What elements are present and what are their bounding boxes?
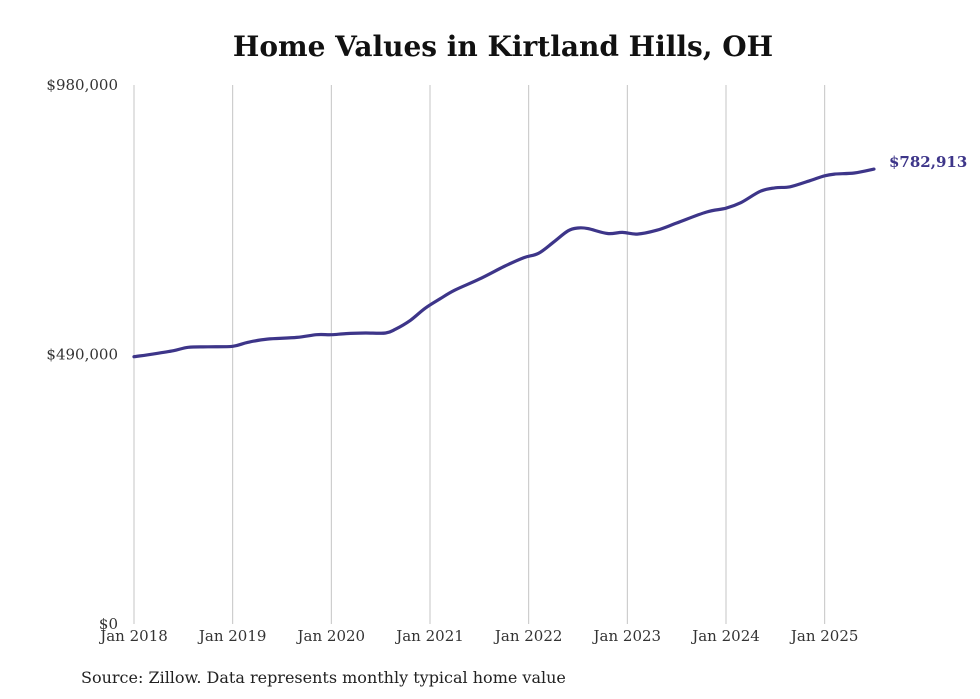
end-value-label-group: $782,913 bbox=[889, 153, 967, 171]
y-axis-tick-labels: $0 $490,000 $980,000 bbox=[46, 76, 118, 633]
source-note: Source: Zillow. Data represents monthly … bbox=[81, 668, 566, 687]
x-tick-label: Jan 2019 bbox=[197, 627, 267, 645]
x-tick-label: Jan 2022 bbox=[493, 627, 563, 645]
y-tick-label: $490,000 bbox=[46, 346, 118, 364]
vertical-gridlines bbox=[133, 85, 826, 624]
x-tick-label: Jan 2023 bbox=[592, 627, 662, 645]
x-tick-label: Jan 2018 bbox=[98, 627, 168, 645]
x-tick-label: Jan 2021 bbox=[394, 627, 464, 645]
x-tick-label: Jan 2025 bbox=[789, 627, 859, 645]
home-value-line bbox=[132, 167, 876, 359]
x-tick-label: Jan 2024 bbox=[690, 627, 760, 645]
chart-title: Home Values in Kirtland Hills, OH bbox=[232, 30, 774, 63]
x-axis-tick-labels: Jan 2018 Jan 2019 Jan 2020 Jan 2021 Jan 2022… bbox=[98, 627, 858, 645]
y-tick-label: $0 bbox=[99, 615, 118, 633]
y-tick-label: $980,000 bbox=[46, 76, 118, 94]
end-value-label: $782,913 bbox=[889, 153, 967, 171]
series-group bbox=[132, 167, 876, 359]
x-tick-label: Jan 2020 bbox=[296, 627, 366, 645]
